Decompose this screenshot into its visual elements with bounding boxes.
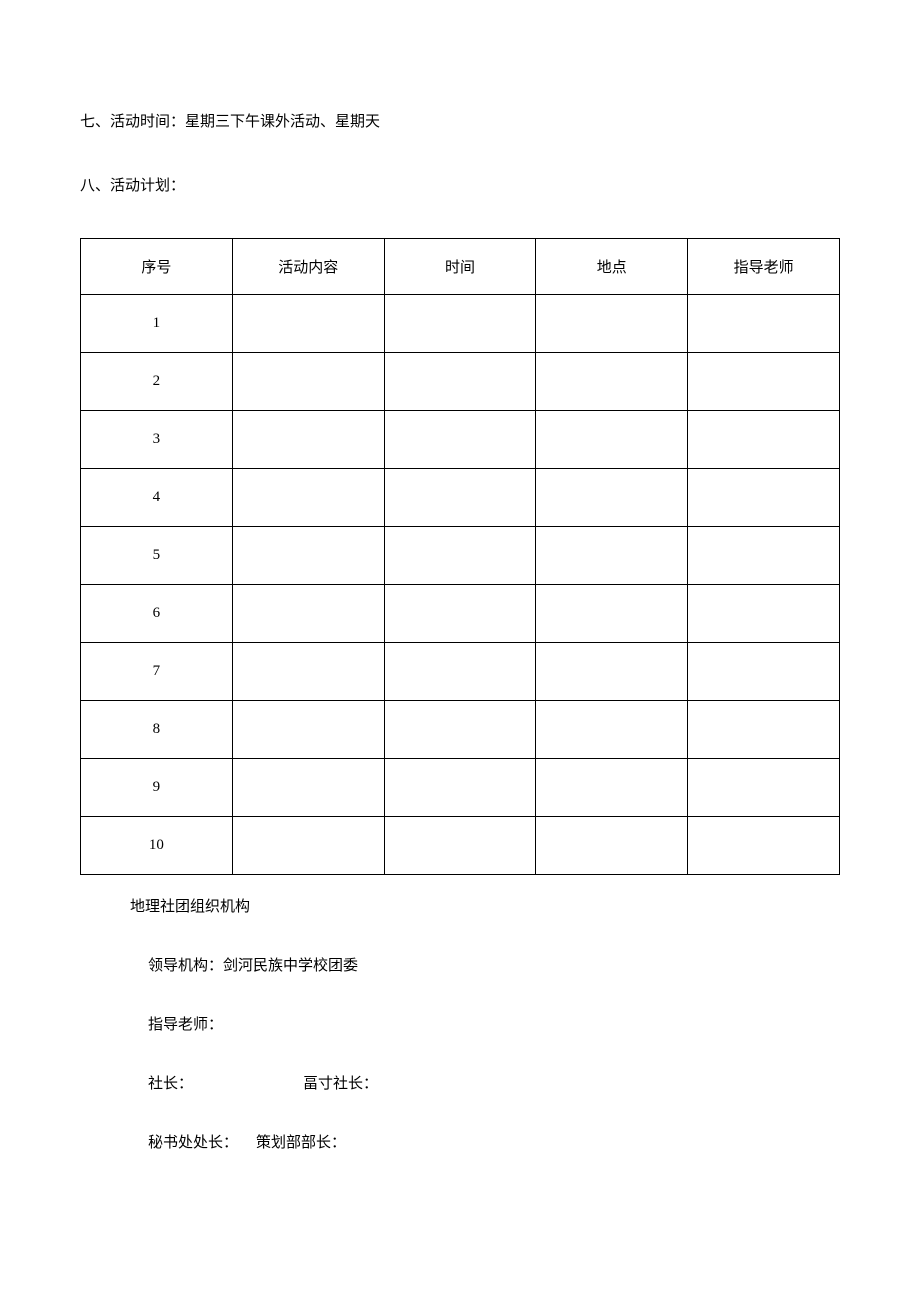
cell-time [384,469,536,527]
col-header-teacher: 指导老师 [688,239,840,295]
leadership-value: 剑河民族中学校团委 [223,958,358,974]
cell-teacher [688,759,840,817]
cell-teacher [688,353,840,411]
cell-teacher [688,527,840,585]
cell-index: 1 [81,295,233,353]
organization-section: 地理社团组织机构 领导机构：剑河民族中学校团委 指导老师： 社长： 畐寸社长： 秘… [80,895,840,1152]
president-label: 社长： [148,1076,193,1092]
section-8-heading: 八、活动计划： [80,174,840,198]
cell-content [232,759,384,817]
table-header-row: 序号 活动内容 时间 地点 指导老师 [81,239,840,295]
table-row: 8 [81,701,840,759]
org-teacher-line: 指导老师： [130,1013,840,1034]
col-header-time: 时间 [384,239,536,295]
cell-time [384,353,536,411]
cell-place [536,469,688,527]
org-title: 地理社团组织机构 [130,895,840,916]
table-row: 5 [81,527,840,585]
cell-place [536,295,688,353]
col-header-place: 地点 [536,239,688,295]
cell-time [384,817,536,875]
cell-place [536,353,688,411]
cell-place [536,643,688,701]
cell-place [536,411,688,469]
section-7-heading: 七、活动时间：星期三下午课外活动、星期天 [80,110,840,134]
table-row: 6 [81,585,840,643]
cell-index: 10 [81,817,233,875]
table-row: 10 [81,817,840,875]
cell-time [384,295,536,353]
cell-place [536,817,688,875]
cell-time [384,585,536,643]
cell-time [384,527,536,585]
cell-content [232,411,384,469]
cell-place [536,759,688,817]
cell-content [232,701,384,759]
cell-time [384,701,536,759]
cell-teacher [688,643,840,701]
org-president-line: 社长： 畐寸社长： [130,1072,840,1093]
cell-index: 4 [81,469,233,527]
cell-teacher [688,585,840,643]
vice-president-label: 畐寸社长： [303,1076,378,1092]
table-row: 1 [81,295,840,353]
table-row: 4 [81,469,840,527]
cell-index: 5 [81,527,233,585]
org-secretary-line: 秘书处处长： 策划部部长： [130,1131,840,1152]
cell-place [536,527,688,585]
cell-teacher [688,469,840,527]
col-header-content: 活动内容 [232,239,384,295]
cell-index: 2 [81,353,233,411]
table-row: 9 [81,759,840,817]
cell-time [384,411,536,469]
cell-place [536,701,688,759]
activity-plan-table: 序号 活动内容 时间 地点 指导老师 1 2 3 [80,238,840,875]
cell-teacher [688,295,840,353]
table-row: 2 [81,353,840,411]
table-row: 7 [81,643,840,701]
teacher-label: 指导老师： [148,1017,223,1033]
cell-teacher [688,701,840,759]
planning-label: 策划部部长： [256,1135,346,1151]
cell-content [232,527,384,585]
cell-time [384,643,536,701]
cell-content [232,817,384,875]
cell-index: 3 [81,411,233,469]
cell-content [232,469,384,527]
cell-index: 9 [81,759,233,817]
cell-time [384,759,536,817]
cell-content [232,643,384,701]
leadership-label: 领导机构： [148,958,223,974]
table-row: 3 [81,411,840,469]
cell-index: 6 [81,585,233,643]
cell-content [232,295,384,353]
cell-teacher [688,411,840,469]
cell-place [536,585,688,643]
org-leadership-line: 领导机构：剑河民族中学校团委 [130,954,840,975]
secretary-label: 秘书处处长： [148,1135,238,1151]
cell-teacher [688,817,840,875]
cell-index: 8 [81,701,233,759]
cell-index: 7 [81,643,233,701]
col-header-index: 序号 [81,239,233,295]
cell-content [232,585,384,643]
cell-content [232,353,384,411]
